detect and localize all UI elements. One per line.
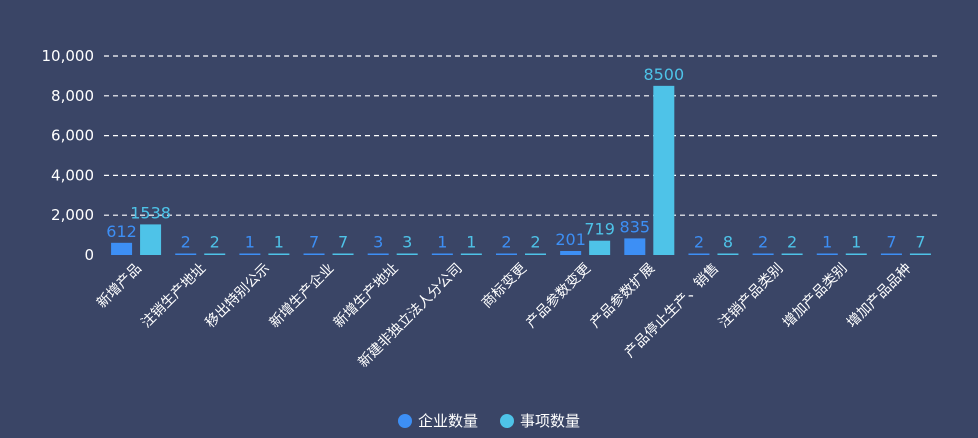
data-label: 7 — [338, 233, 348, 252]
x-tick-label: 注销生产地址 — [138, 261, 209, 332]
bar-series-1[interactable] — [560, 251, 582, 255]
y-tick-label: 4,000 — [51, 166, 94, 184]
bar-series-1[interactable] — [496, 253, 517, 256]
data-label: 1 — [851, 233, 861, 252]
data-label: 1538 — [130, 203, 171, 222]
legend-marker-series-1 — [397, 413, 412, 428]
data-label: 3 — [402, 233, 412, 252]
bar-series-1[interactable] — [367, 253, 389, 256]
bar-series-1[interactable] — [752, 253, 774, 256]
bar-series-2[interactable] — [268, 253, 290, 256]
data-label: 7 — [915, 233, 925, 252]
bar-series-2[interactable] — [204, 253, 226, 256]
y-tick-label: 2,000 — [51, 206, 94, 224]
bar-series-1[interactable] — [303, 253, 325, 256]
x-tick-label: 增加产品类别 — [780, 261, 851, 332]
chart-legend: 企业数量 事项数量 — [0, 410, 978, 431]
legend-label-series-2: 事项数量 — [520, 412, 581, 430]
bar-series-1[interactable] — [431, 253, 453, 256]
bar-series-2[interactable] — [460, 253, 482, 256]
data-label: 2 — [501, 233, 511, 252]
bar-series-2[interactable] — [140, 224, 162, 255]
x-tick-label: 注销产品类别 — [716, 261, 787, 332]
data-label: 719 — [584, 220, 615, 239]
bar-series-2[interactable] — [525, 253, 546, 256]
data-label: 2 — [787, 233, 797, 252]
bar-series-1[interactable] — [688, 253, 710, 256]
data-label: 1 — [274, 233, 284, 252]
data-label: 1 — [466, 233, 476, 252]
x-tick-label: 产品参数变更 — [523, 260, 594, 331]
y-tick-label: 8,000 — [51, 87, 94, 105]
legend-item-series-1[interactable]: 企业数量 — [397, 410, 478, 431]
legend-label-series-1: 企业数量 — [417, 412, 478, 430]
data-label: 1 — [437, 233, 447, 252]
bar-series-1[interactable] — [624, 238, 646, 255]
y-tick-label: 6,000 — [51, 127, 94, 145]
data-label: 835 — [620, 217, 651, 236]
data-label: 7 — [886, 233, 896, 252]
x-tick-label: 新增生产企业 — [266, 260, 337, 331]
x-tick-label: 商标变更 — [479, 261, 530, 312]
bar-series-2[interactable] — [781, 253, 803, 256]
bar-series-2[interactable] — [653, 85, 675, 255]
data-label: 8 — [723, 233, 733, 252]
bar-series-2[interactable] — [589, 240, 611, 255]
data-label: 7 — [309, 233, 319, 252]
bar-series-2[interactable] — [909, 253, 931, 256]
data-label: 2 — [694, 233, 704, 252]
y-tick-label: 0 — [84, 246, 94, 264]
bar-series-1[interactable] — [239, 253, 261, 256]
legend-item-series-2[interactable]: 事项数量 — [500, 410, 580, 431]
data-label: 1 — [245, 233, 255, 252]
x-tick-label: 新增产品 — [94, 261, 145, 312]
x-tick-label: 新增生产地址 — [331, 261, 402, 332]
data-label: 2 — [758, 233, 768, 252]
bar-series-1[interactable] — [175, 253, 197, 256]
data-label: 201 — [555, 230, 586, 249]
x-tick-label: 产品参数扩展 — [587, 260, 658, 331]
bar-series-2[interactable] — [717, 253, 739, 256]
x-tick-label: 增加产品品种 — [844, 261, 915, 332]
bar-series-1[interactable] — [111, 242, 133, 255]
y-tick-label: 10,000 — [42, 47, 95, 65]
data-label: 8500 — [643, 65, 684, 84]
data-label: 1 — [822, 233, 832, 252]
data-label: 2 — [210, 233, 220, 252]
bar-series-2[interactable] — [396, 253, 418, 256]
data-label: 2 — [181, 233, 191, 252]
data-label: 3 — [373, 233, 383, 252]
bar-series-2[interactable] — [332, 253, 354, 256]
legend-marker-series-2 — [500, 413, 514, 428]
data-label: 612 — [106, 222, 137, 241]
bar-series-1[interactable] — [816, 253, 838, 256]
x-tick-label: 移出特别公示 — [203, 261, 274, 332]
x-tick-label: 新建非独立法人分公司 — [355, 261, 465, 371]
bar-series-1[interactable] — [880, 253, 902, 256]
data-label: 2 — [530, 233, 540, 252]
bar-series-2[interactable] — [845, 253, 867, 256]
